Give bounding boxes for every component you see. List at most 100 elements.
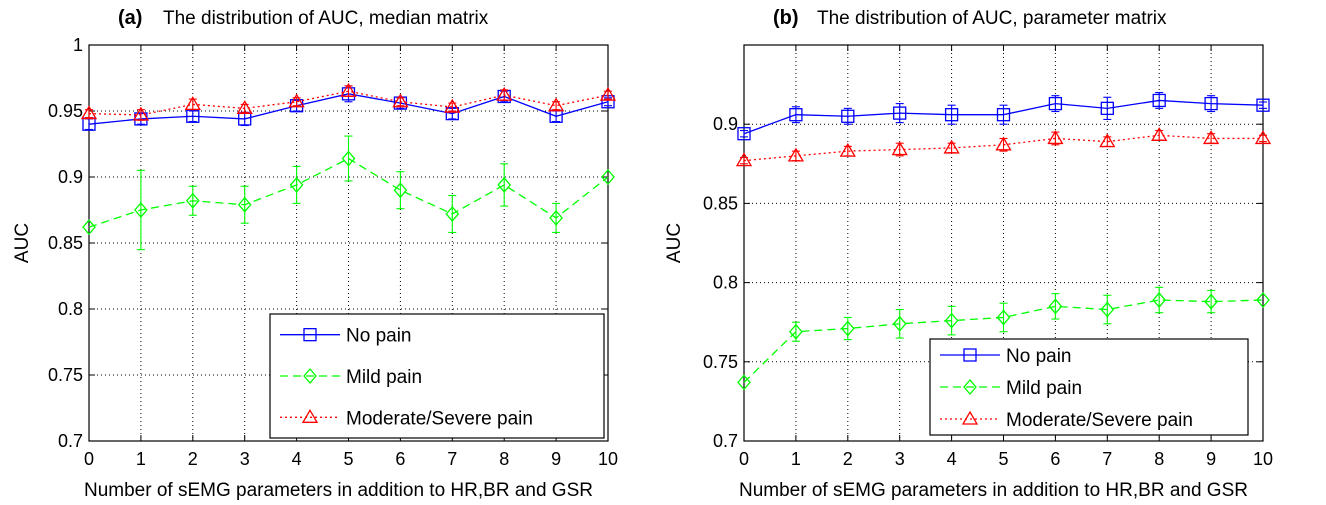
data-point: [599, 86, 617, 101]
data-point: [549, 209, 563, 226]
data-point: [393, 182, 408, 199]
data-point: [340, 82, 357, 97]
data-point: [341, 150, 356, 167]
data-point: [1256, 98, 1270, 112]
legend-label: Mild pain: [346, 367, 422, 388]
x-tick-label: 5: [998, 449, 1008, 469]
data-point: [996, 309, 1011, 326]
x-tick-label: 1: [791, 449, 801, 469]
x-tick-label: 3: [895, 449, 905, 469]
data-point: [1202, 130, 1220, 145]
data-point: [601, 169, 615, 185]
legend-marker: [963, 379, 977, 395]
x-tick-label: 2: [843, 449, 853, 469]
data-point: [82, 219, 96, 236]
panel-tag: (a): [118, 7, 142, 29]
x-axis-label: Number of sEMG parameters in addition to…: [84, 480, 593, 501]
legend-marker: [963, 348, 977, 362]
legend-marker: [303, 328, 317, 342]
legend-marker: [301, 409, 319, 423]
x-tick-label: 4: [947, 449, 957, 469]
data-point: [1152, 292, 1167, 309]
data-point: [892, 315, 907, 332]
data-point: [1254, 130, 1272, 145]
data-point: [943, 139, 960, 154]
data-point: [841, 109, 855, 123]
data-point: [185, 192, 200, 209]
chart-title: The distribution of AUC, parameter matri…: [817, 8, 1167, 29]
data-point: [787, 147, 805, 162]
data-point: [1204, 293, 1218, 310]
x-tick-label: 4: [292, 449, 302, 469]
data-point: [289, 176, 304, 193]
legend-marker: [303, 368, 317, 384]
data-point: [393, 96, 408, 110]
data-point: [1152, 93, 1166, 108]
x-tick-label: 2: [188, 449, 198, 469]
legend: No pain Mild pain Moderate/Severe pain: [929, 338, 1249, 436]
x-tick-label: 0: [84, 449, 94, 469]
y-tick-label: 0.85: [48, 233, 83, 253]
y-tick-label: 0.95: [48, 101, 83, 121]
data-point: [547, 97, 565, 112]
x-tick-label: 10: [1253, 449, 1273, 469]
series-moderate-severe-pain: [735, 126, 1272, 167]
data-point: [737, 374, 751, 391]
data-point: [1100, 101, 1114, 116]
panel-tag: (b): [773, 7, 799, 29]
x-tick-label: 3: [240, 449, 250, 469]
legend-label: Moderate/Severe pain: [346, 408, 533, 429]
series-mild-pain: [737, 286, 1270, 391]
panel-a: 0 1 2 3 4 5 6 7 8 9 10 0.7 0.75 0.8 0.85 0.9 0.95 1 (a) The…: [12, 7, 618, 501]
data-point: [840, 320, 855, 337]
legend-label: No pain: [346, 326, 412, 347]
x-tick-label: 7: [447, 449, 457, 469]
legend-label: Mild pain: [1006, 378, 1082, 399]
data-point: [1048, 96, 1063, 111]
y-tick-label: 0.7: [713, 431, 738, 451]
data-point: [1256, 292, 1270, 309]
chart-title: The distribution of AUC, median matrix: [163, 8, 489, 29]
data-point: [184, 96, 201, 111]
y-tick-label: 0.9: [58, 167, 83, 187]
x-tick-label: 1: [136, 449, 146, 469]
data-point: [1100, 301, 1115, 318]
y-tick-label: 0.85: [703, 193, 738, 213]
y-axis-label: AUC: [664, 223, 685, 263]
x-tick-label: 6: [395, 449, 405, 469]
data-point: [186, 109, 200, 123]
data-point: [996, 108, 1011, 122]
y-tick-label: 0.9: [713, 114, 738, 134]
data-point: [1204, 96, 1218, 111]
data-point: [496, 86, 513, 101]
data-point: [893, 106, 907, 120]
legend-marker: [961, 410, 979, 425]
data-point: [789, 323, 803, 340]
data-point: [132, 106, 150, 121]
data-point: [737, 127, 751, 141]
data-point: [789, 108, 803, 122]
y-tick-label: 0.7: [58, 431, 83, 451]
x-tick-label: 10: [598, 449, 618, 469]
x-tick-label: 9: [551, 449, 561, 469]
x-tick-label: 9: [1206, 449, 1216, 469]
data-point: [445, 205, 460, 222]
series-moderate-severe-pain: [80, 82, 617, 121]
legend: No pain Mild pain Moderate/Severe pain: [269, 313, 605, 439]
x-tick-label: 6: [1050, 449, 1060, 469]
y-tick-label: 1: [73, 35, 83, 55]
data-point: [80, 105, 98, 120]
data-point: [1047, 130, 1064, 145]
data-point: [735, 152, 753, 167]
data-point: [995, 136, 1012, 151]
data-point: [236, 100, 253, 115]
legend-label: No pain: [1006, 346, 1072, 367]
x-tick-label: 7: [1102, 449, 1112, 469]
data-point: [944, 108, 959, 122]
panel-b: 0 1 2 3 4 5 6 7 8 9 10 0.7 0.75 0.8 0.85 0.9 (b) The dist…: [664, 7, 1273, 501]
data-point: [392, 93, 409, 108]
data-point: [497, 176, 512, 193]
y-axis-label: AUC: [12, 223, 33, 263]
data-point: [1099, 133, 1116, 148]
